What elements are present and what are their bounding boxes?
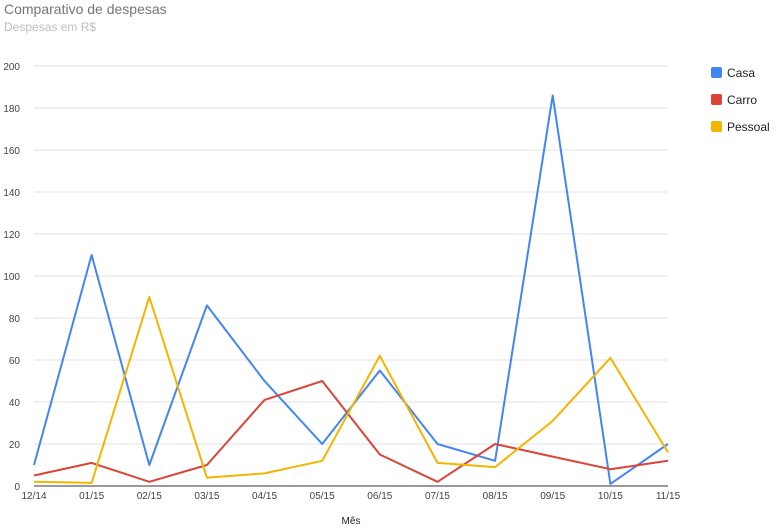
chart-title: Comparativo de despesas	[4, 1, 167, 17]
y-tick-label: 60	[9, 356, 21, 367]
x-tick-label: 03/15	[194, 491, 219, 502]
y-tick-label: 160	[3, 146, 20, 157]
x-tick-label: 04/15	[252, 491, 277, 502]
legend-swatch-casa	[711, 67, 722, 78]
series-line-carro	[33, 380, 669, 483]
y-tick-label: 120	[3, 230, 20, 241]
legend-label-pessoal: Pessoal	[727, 120, 770, 134]
x-tick-label: 10/15	[598, 491, 623, 502]
y-axis-ticks: 0 20 40 60 80 100 120 140 160 180 200	[3, 62, 20, 493]
legend-label-carro: Carro	[727, 93, 757, 107]
x-tick-label: 01/15	[79, 491, 104, 502]
series-line-pessoal	[33, 296, 669, 484]
chart-subtitle: Despesas em R$	[4, 20, 97, 34]
x-tick-label: 02/15	[137, 491, 162, 502]
x-tick-label: 05/15	[310, 491, 335, 502]
y-tick-label: 20	[9, 440, 21, 451]
x-tick-label: 11/15	[656, 491, 681, 502]
y-tick-label: 100	[3, 272, 20, 283]
x-tick-label: 07/15	[425, 491, 450, 502]
legend-swatch-pessoal	[711, 121, 722, 132]
x-tick-label: 06/15	[367, 491, 392, 502]
legend-swatch-carro	[711, 94, 722, 105]
x-axis-label: Mês	[342, 516, 361, 527]
y-tick-label: 40	[9, 398, 21, 409]
gridlines	[34, 65, 668, 487]
series-line-casa	[33, 94, 669, 485]
legend-label-casa: Casa	[727, 66, 755, 80]
y-tick-label: 80	[9, 314, 21, 325]
series-lines	[33, 94, 669, 485]
y-tick-label: 0	[14, 482, 20, 493]
y-tick-label: 180	[3, 104, 20, 115]
x-tick-label: 09/15	[540, 491, 565, 502]
legend: Casa Carro Pessoal	[711, 66, 770, 134]
y-tick-label: 200	[3, 62, 20, 73]
x-tick-label: 12/14	[21, 491, 46, 502]
y-tick-label: 140	[3, 188, 20, 199]
x-tick-label: 08/15	[483, 491, 508, 502]
x-axis-ticks: 12/14 01/15 02/15 03/15 04/15 05/15 06/15 07/15…	[21, 491, 680, 502]
